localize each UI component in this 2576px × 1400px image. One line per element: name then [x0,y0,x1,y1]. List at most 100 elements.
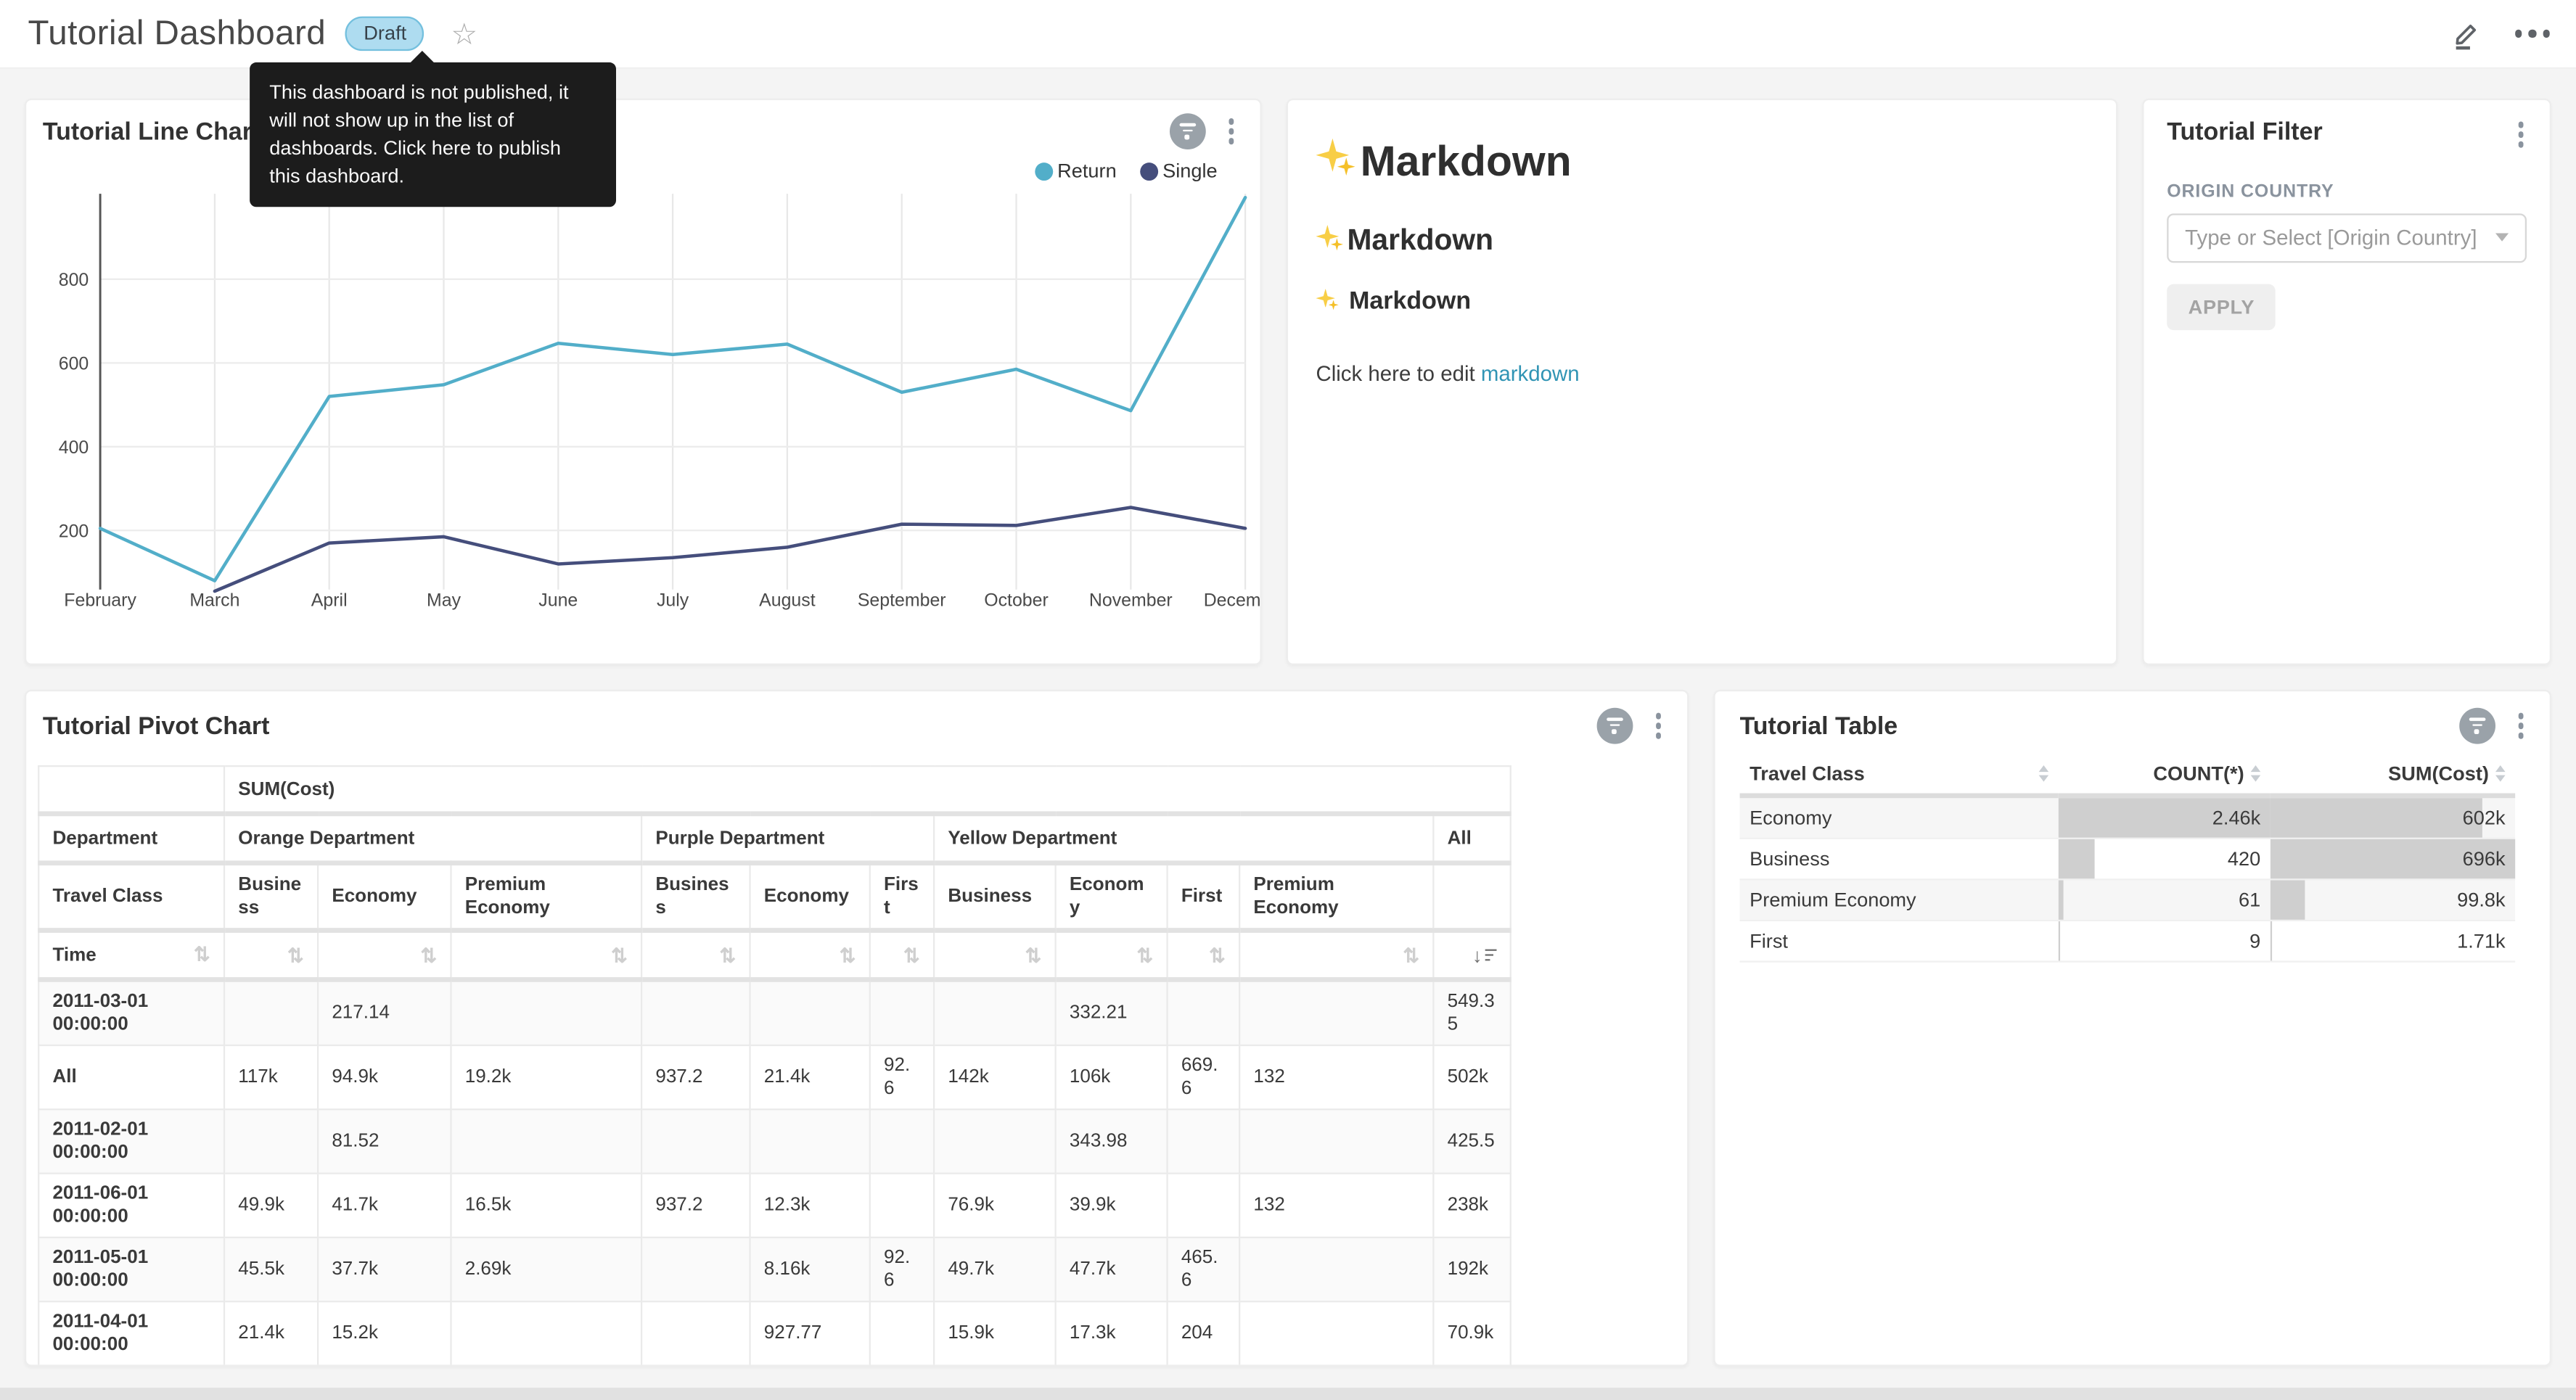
legend-label: Return [1057,160,1117,183]
panel-menu-icon[interactable] [2514,710,2527,742]
favorite-star-icon[interactable]: ☆ [451,19,477,49]
pivot-value-cell [870,979,934,1045]
pivot-class-col-header: Business [934,863,1056,931]
pivot-value-cell: 49.9k [224,1174,318,1238]
line-chart-panel: Tutorial Line Chart Return Single 200400… [25,99,1262,665]
sort-carets-icon[interactable] [2251,765,2261,782]
pivot-value-cell: 94.9k [318,1045,451,1109]
y-axis-tick: 600 [59,353,89,374]
origin-country-select[interactable]: Type or Select [Origin Country] [2167,213,2527,262]
value-bar [2271,798,2482,837]
sort-carets-icon[interactable] [2495,765,2506,782]
sort-toggle-icon[interactable]: ⇅ [1209,945,1226,965]
pivot-value-cell: 192k [1433,1238,1511,1301]
filter-panel: Tutorial Filter ORIGIN COUNTRY Type or S… [2142,99,2551,665]
sort-toggle-icon[interactable]: ⇅ [194,944,210,963]
x-axis-label: March [189,590,239,610]
pivot-value-cell [641,979,750,1045]
pivot-value-cell [451,979,641,1045]
count-cell: 61 [2059,879,2271,921]
chevron-down-icon [2495,233,2509,241]
pivot-panel-title: Tutorial Pivot Chart [43,713,270,741]
cross-filter-icon[interactable] [2458,708,2495,744]
pivot-value-cell [224,1109,318,1173]
pivot-group-header: Purple Department [641,814,934,863]
pivot-value-cell: 70.9k [1433,1301,1511,1365]
apply-button[interactable]: APPLY [2167,284,2276,329]
x-axis-label: July [657,590,689,610]
draft-status-badge[interactable]: Draft [345,17,424,52]
pivot-class-header: Travel Class [38,863,224,931]
table-col-header-sum-cost[interactable]: SUM(Cost) [2271,754,2515,796]
cross-filter-icon[interactable] [1596,708,1632,744]
sparkles-emoji-icon [1316,289,1340,312]
panel-menu-icon[interactable] [1225,115,1237,147]
table-row: Economy2.46k602k [1740,796,2516,839]
table-col-header-count[interactable]: COUNT(*) [2059,754,2271,796]
pivot-class-col-header: Premium Economy [451,863,641,931]
legend-item-return[interactable]: Return [1034,160,1116,183]
more-actions-icon[interactable] [2514,30,2550,37]
table-col-header-travel-class[interactable]: Travel Class [1740,754,2059,796]
chart-legend: Return Single [1034,160,1217,183]
pivot-class-col-header: Economy [750,863,870,931]
page-title: Tutorial Dashboard [28,14,326,53]
pivot-value-cell: 238k [1433,1174,1511,1238]
sort-toggle-icon[interactable]: ⇅ [287,945,304,965]
sort-toggle-icon[interactable]: ⇅ [1025,945,1042,965]
pivot-value-cell: 41.7k [318,1174,451,1238]
pivot-value-cell [934,979,1056,1045]
value-bar [2059,839,2095,878]
x-axis-label: December [1204,590,1262,610]
markdown-panel: Markdown Markdown Markdown Click here to… [1287,99,2118,665]
pivot-value-cell: 21.4k [750,1045,870,1109]
cross-filter-icon[interactable] [1169,113,1205,149]
bottom-strip [0,1388,2576,1400]
table-panel-title: Tutorial Table [1740,713,1898,741]
pivot-value-cell: 49.7k [934,1238,1056,1301]
pivot-value-cell [451,1301,641,1365]
markdown-h2: Markdown [1316,223,2116,258]
publish-tooltip: This dashboard is not published, it will… [250,62,616,207]
edit-dashboard-icon[interactable] [2448,17,2481,50]
sort-toggle-icon[interactable]: ⇅ [903,945,920,965]
panel-menu-icon[interactable] [1652,710,1664,742]
pivot-value-cell: 937.2 [641,1174,750,1238]
count-cell: 9 [2059,921,2271,962]
table-panel: Tutorial Table Travel ClassCOUNT(*)SUM(C… [1713,690,2551,1367]
legend-item-single[interactable]: Single [1139,160,1217,183]
pivot-value-cell: 927.77 [750,1301,870,1365]
pivot-sort-cell: ⇅ [224,931,318,980]
pivot-sort-cell: ⇅ [451,931,641,980]
sort-desc-active-icon[interactable]: ↓ [1472,945,1497,965]
pivot-row: All117k94.9k19.2k937.221.4k92.6142k106k6… [38,1045,1511,1109]
header-actions [2448,17,2549,50]
sort-toggle-icon[interactable]: ⇅ [1403,945,1419,965]
pivot-value-cell [641,1301,750,1365]
sort-carets-icon[interactable] [2039,765,2049,782]
pivot-value-cell: 37.7k [318,1238,451,1301]
pivot-value-cell: 204 [1168,1301,1240,1365]
pivot-row: 2011-05-01 00:00:0045.5k37.7k2.69k8.16k9… [38,1238,1511,1301]
pivot-value-cell: 106k [1056,1045,1168,1109]
pivot-all-header: All [1433,814,1511,863]
pivot-sort-cell: ⇅ [1239,931,1433,980]
sort-toggle-icon[interactable]: ⇅ [420,945,437,965]
pivot-value-cell [750,979,870,1045]
pivot-value-cell: 132 [1239,1174,1433,1238]
x-axis-label: October [984,590,1049,610]
sparkles-emoji-icon [1316,225,1345,253]
sort-toggle-icon[interactable]: ⇅ [840,945,856,965]
pivot-value-cell: 92.6 [870,1238,934,1301]
pivot-value-cell: 502k [1433,1045,1511,1109]
pivot-chart-panel: Tutorial Pivot Chart SUM(Cost)Department… [25,690,1689,1367]
count-cell: 420 [2059,839,2271,880]
value-bar [2271,881,2305,920]
pivot-value-cell [641,1238,750,1301]
sort-toggle-icon[interactable]: ⇅ [1137,945,1154,965]
sort-toggle-icon[interactable]: ⇅ [611,945,628,965]
pivot-value-cell: 16.5k [451,1174,641,1238]
panel-menu-icon[interactable] [2514,118,2527,150]
sort-toggle-icon[interactable]: ⇅ [719,945,736,965]
edit-markdown-link[interactable]: markdown [1481,361,1580,386]
